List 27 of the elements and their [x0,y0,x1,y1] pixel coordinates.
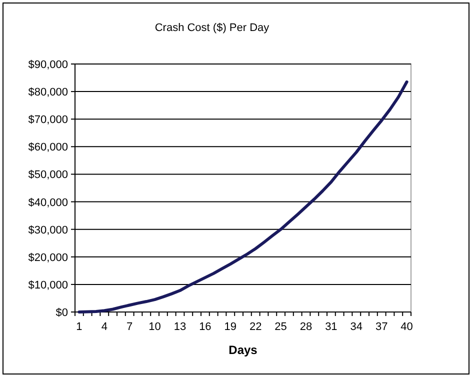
x-tick-label: 31 [325,321,338,333]
x-tick-label: 7 [126,321,133,333]
y-tick-label: $40,000 [28,196,68,209]
y-tick-label: $10,000 [28,279,68,292]
y-tick-label: $0 [56,307,68,319]
x-tick-label: 4 [101,321,108,333]
x-tick-label: 10 [148,321,161,333]
x-tick-label: 19 [224,321,237,333]
y-tick-label: $60,000 [28,142,68,154]
x-tick-label: 1 [76,321,82,333]
x-tick-label: 13 [174,321,186,333]
y-tick-label: $70,000 [28,114,68,126]
x-tick-label: 22 [249,321,262,333]
y-tick-label: $50,000 [28,169,68,182]
x-tick-label: 40 [400,321,413,333]
line-series [78,80,408,314]
x-tick-label: 25 [274,321,287,333]
x-tick-label: 28 [300,321,312,333]
x-tick-label: 37 [375,321,388,333]
y-tick-label: $30,000 [28,224,68,236]
chart-title: Crash Cost ($) Per Day [154,22,270,34]
y-tick-label: $80,000 [28,86,68,99]
x-axis-title: Days [228,343,258,357]
y-tick-label: $90,000 [28,59,68,71]
x-tick-label: 34 [350,321,363,333]
y-tick-label: $20,000 [28,252,68,264]
x-tick-label: 16 [199,321,212,333]
